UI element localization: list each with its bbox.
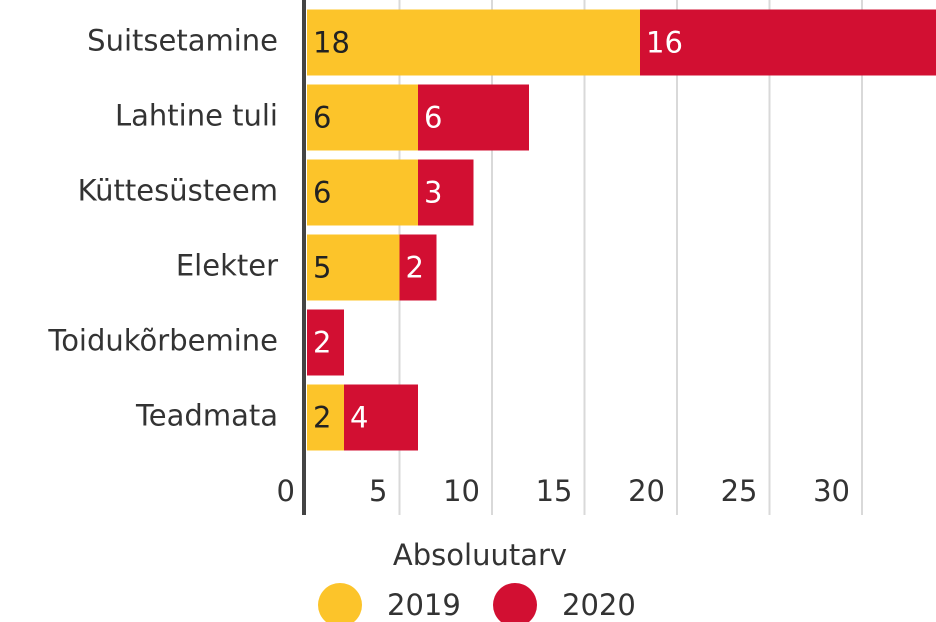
legend-label: 2019: [387, 588, 461, 622]
y-tick-label: Suitsetamine: [87, 24, 278, 58]
bar: [418, 159, 474, 226]
y-tick-label: Elekter: [176, 249, 278, 283]
y-tick-label: Lahtine tuli: [115, 99, 278, 133]
y-tick-label: Teadmata: [135, 399, 278, 433]
value-label: 5: [313, 251, 331, 285]
bar: [344, 384, 418, 451]
bar: [307, 9, 640, 76]
legend-label: 2020: [562, 588, 636, 622]
value-label: 2: [313, 326, 331, 360]
x-tick-label: 30: [813, 474, 850, 508]
x-tick-label: 10: [443, 474, 480, 508]
x-tick-label: 25: [721, 474, 758, 508]
value-label: 2: [406, 251, 424, 285]
bar: [640, 9, 936, 76]
legend-marker: [493, 583, 537, 622]
value-label: 16: [646, 26, 683, 60]
x-tick-label: 0: [277, 474, 295, 508]
y-tick-label: Toidukõrbemine: [47, 324, 278, 358]
y-tick-label: Küttesüsteem: [78, 174, 278, 208]
x-tick-label: 15: [536, 474, 573, 508]
value-label: 3: [424, 176, 442, 210]
x-tick-label: 5: [369, 474, 387, 508]
bar: [399, 234, 437, 301]
value-label: 2: [313, 401, 331, 435]
bar: [307, 84, 418, 151]
value-label: 18: [313, 26, 350, 60]
bar: [307, 234, 400, 301]
value-label: 6: [424, 101, 442, 135]
value-label: 6: [313, 176, 331, 210]
legend-marker: [318, 583, 362, 622]
value-label: 4: [350, 401, 368, 435]
bar: [307, 159, 418, 226]
value-label: 6: [313, 101, 331, 135]
x-tick-label: 20: [628, 474, 665, 508]
bar: [307, 309, 344, 376]
x-axis-label: Absoluutarv: [393, 538, 567, 572]
bar: [418, 84, 529, 151]
bar: [307, 384, 344, 451]
